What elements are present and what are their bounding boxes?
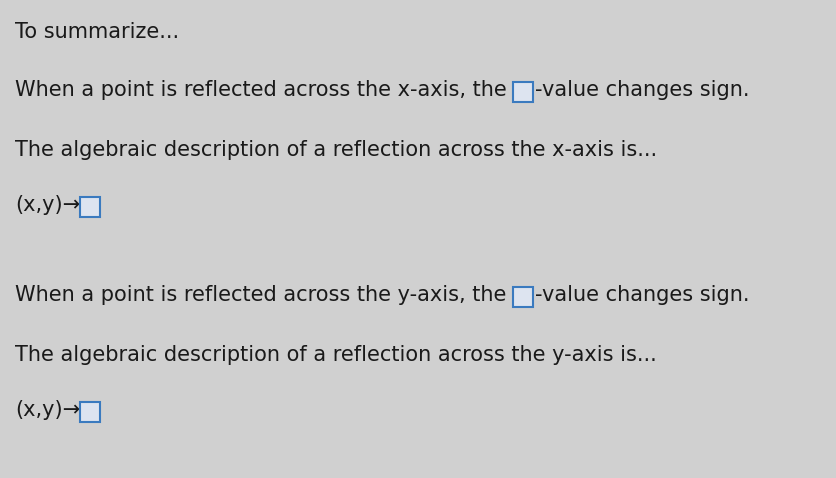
- Text: -value changes sign.: -value changes sign.: [535, 285, 750, 305]
- Bar: [80, 197, 100, 217]
- Text: (x,y)→: (x,y)→: [15, 400, 80, 420]
- Bar: [513, 82, 533, 102]
- Text: When a point is reflected across the x-axis, the: When a point is reflected across the x-a…: [15, 80, 513, 100]
- Bar: [513, 287, 533, 307]
- Text: -value changes sign.: -value changes sign.: [535, 80, 750, 100]
- Text: The algebraic description of a reflection across the x-axis is...: The algebraic description of a reflectio…: [15, 140, 657, 160]
- Text: The algebraic description of a reflection across the y-axis is...: The algebraic description of a reflectio…: [15, 345, 657, 365]
- Text: (x,y)→: (x,y)→: [15, 195, 80, 215]
- Text: When a point is reflected across the y-axis, the: When a point is reflected across the y-a…: [15, 285, 513, 305]
- Bar: [80, 402, 100, 422]
- Text: To summarize...: To summarize...: [15, 22, 179, 42]
